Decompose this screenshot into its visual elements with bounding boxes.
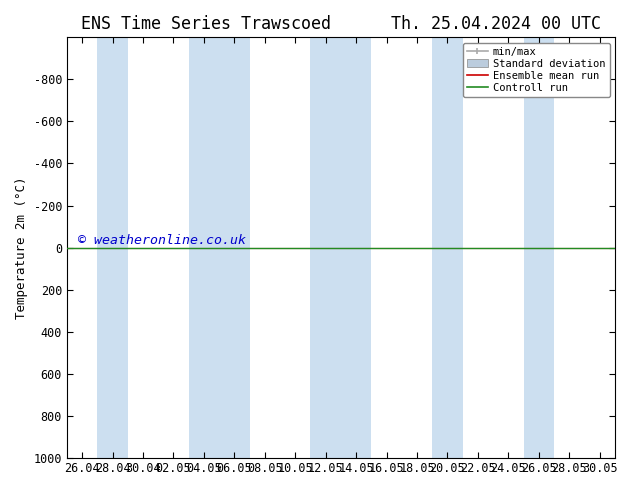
Y-axis label: Temperature 2m (°C): Temperature 2m (°C)	[15, 176, 28, 319]
Legend: min/max, Standard deviation, Ensemble mean run, Controll run: min/max, Standard deviation, Ensemble me…	[463, 43, 610, 97]
Bar	[341, 37, 372, 458]
Bar	[189, 37, 219, 458]
Bar	[219, 37, 250, 458]
Bar	[98, 37, 128, 458]
Title: ENS Time Series Trawscoed      Th. 25.04.2024 00 UTC: ENS Time Series Trawscoed Th. 25.04.2024…	[81, 15, 601, 33]
Bar	[432, 37, 463, 458]
Bar	[524, 37, 554, 458]
Text: © weatheronline.co.uk: © weatheronline.co.uk	[78, 234, 246, 247]
Bar	[311, 37, 341, 458]
